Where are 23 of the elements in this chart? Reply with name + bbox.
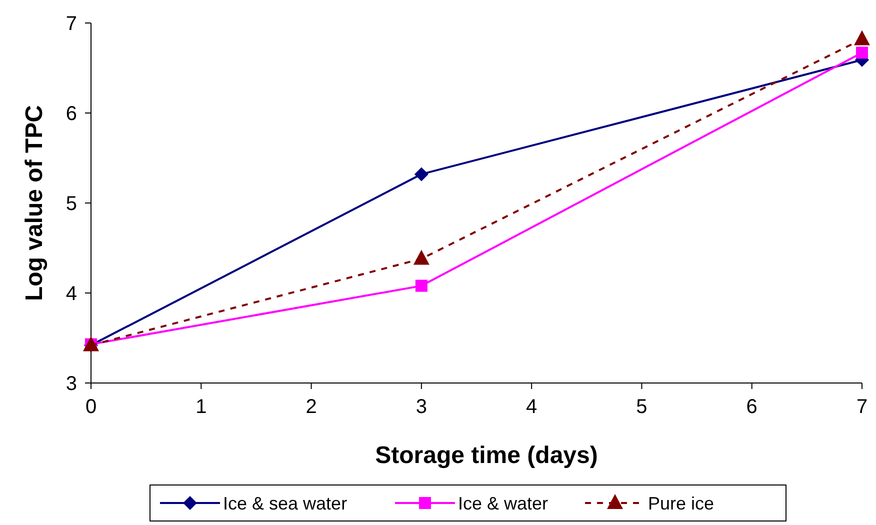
legend-label: Ice & water <box>458 493 548 514</box>
x-tick-label: 4 <box>526 396 538 418</box>
y-tick-label: 4 <box>66 283 77 305</box>
x-tick-label: 5 <box>636 396 648 418</box>
x-tick-label: 7 <box>856 396 868 418</box>
legend-label: Ice & sea water <box>223 493 348 514</box>
point <box>413 250 430 265</box>
point <box>415 280 428 292</box>
point <box>856 46 868 59</box>
y-tick-label: 6 <box>66 103 77 125</box>
point <box>854 30 870 46</box>
x-tick-label: 2 <box>306 396 317 418</box>
y-tick-label: 5 <box>66 193 77 215</box>
x-tick-label: 3 <box>416 396 427 418</box>
x-tick-label: 1 <box>196 396 207 418</box>
y-tick-label: 3 <box>66 373 77 395</box>
y-tick-label: 7 <box>66 13 77 35</box>
x-tick-label: 0 <box>85 396 97 418</box>
y-axis-title: Log value of TPC <box>21 104 48 302</box>
x-tick-label: 6 <box>746 396 758 418</box>
x-axis-title: Storage time (days) <box>375 442 598 469</box>
point <box>414 167 428 182</box>
legend-label: Pure ice <box>648 493 714 514</box>
